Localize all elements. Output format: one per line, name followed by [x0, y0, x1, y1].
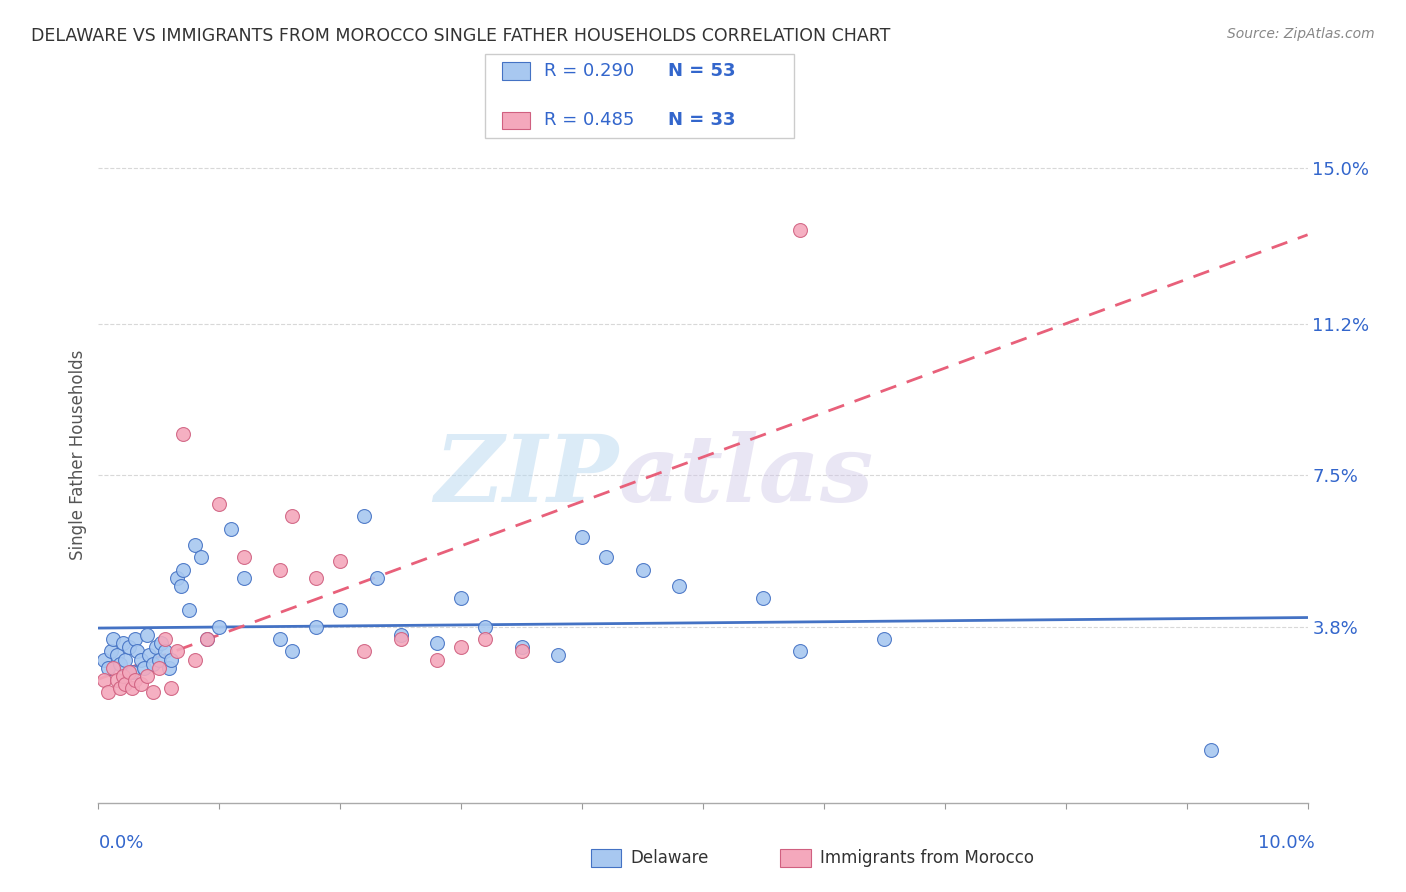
- Point: [873, 632, 896, 646]
- Point: [153, 644, 176, 658]
- Point: [114, 677, 136, 691]
- Point: [166, 571, 188, 585]
- Point: [101, 632, 124, 646]
- Text: 10.0%: 10.0%: [1258, 834, 1315, 852]
- Text: R = 0.485: R = 0.485: [544, 112, 634, 129]
- Point: [114, 652, 136, 666]
- Point: [124, 673, 146, 687]
- Point: [450, 640, 472, 655]
- Point: [426, 652, 449, 666]
- Point: [121, 665, 143, 679]
- Point: [179, 603, 201, 617]
- Point: [305, 620, 328, 634]
- Point: [124, 632, 146, 646]
- Point: [153, 632, 176, 646]
- Point: [510, 640, 533, 655]
- Point: [450, 591, 472, 606]
- Point: [389, 628, 412, 642]
- Point: [105, 648, 128, 663]
- Point: [752, 591, 775, 606]
- Point: [97, 685, 120, 699]
- Point: [127, 644, 149, 658]
- Point: [100, 644, 122, 658]
- Text: Source: ZipAtlas.com: Source: ZipAtlas.com: [1227, 27, 1375, 41]
- Point: [172, 427, 194, 442]
- Point: [510, 644, 533, 658]
- Point: [118, 640, 141, 655]
- Point: [134, 661, 156, 675]
- Point: [108, 657, 131, 671]
- Point: [111, 636, 134, 650]
- Point: [172, 562, 194, 576]
- Point: [118, 665, 141, 679]
- Point: [329, 554, 352, 568]
- Point: [353, 509, 375, 524]
- Text: 0.0%: 0.0%: [98, 834, 143, 852]
- Point: [474, 632, 496, 646]
- Point: [160, 652, 183, 666]
- Point: [221, 522, 243, 536]
- Point: [93, 673, 115, 687]
- Point: [269, 562, 291, 576]
- Point: [595, 550, 617, 565]
- Point: [474, 620, 496, 634]
- Point: [150, 636, 173, 650]
- Point: [129, 677, 152, 691]
- Point: [195, 632, 218, 646]
- Point: [142, 657, 165, 671]
- Point: [145, 640, 167, 655]
- Point: [97, 661, 120, 675]
- Point: [571, 530, 593, 544]
- Point: [184, 538, 207, 552]
- Point: [668, 579, 690, 593]
- Point: [190, 550, 212, 565]
- Point: [135, 628, 157, 642]
- Point: [232, 571, 254, 585]
- Point: [157, 661, 180, 675]
- Point: [269, 632, 291, 646]
- Point: [208, 497, 231, 511]
- Point: [111, 669, 134, 683]
- Text: DELAWARE VS IMMIGRANTS FROM MOROCCO SINGLE FATHER HOUSEHOLDS CORRELATION CHART: DELAWARE VS IMMIGRANTS FROM MOROCCO SING…: [31, 27, 890, 45]
- Point: [148, 661, 170, 675]
- Point: [353, 644, 375, 658]
- Point: [426, 636, 449, 650]
- Point: [208, 620, 231, 634]
- Point: [281, 509, 304, 524]
- Point: [101, 661, 124, 675]
- Point: [305, 571, 328, 585]
- Point: [789, 223, 811, 237]
- Point: [135, 669, 157, 683]
- Text: R = 0.290: R = 0.290: [544, 62, 634, 80]
- Point: [232, 550, 254, 565]
- Text: atlas: atlas: [619, 431, 873, 521]
- Point: [105, 673, 128, 687]
- Point: [121, 681, 143, 696]
- Point: [166, 644, 188, 658]
- Point: [631, 562, 654, 576]
- Point: [547, 648, 569, 663]
- Text: N = 53: N = 53: [668, 62, 735, 80]
- Point: [366, 571, 388, 585]
- Point: [184, 652, 207, 666]
- Point: [169, 579, 191, 593]
- Point: [329, 603, 352, 617]
- Point: [789, 644, 811, 658]
- Point: [148, 652, 170, 666]
- Point: [1199, 742, 1222, 756]
- Point: [138, 648, 160, 663]
- Point: [389, 632, 412, 646]
- Text: ZIP: ZIP: [434, 431, 619, 521]
- Point: [281, 644, 304, 658]
- Point: [93, 652, 115, 666]
- Point: [160, 681, 183, 696]
- Point: [195, 632, 218, 646]
- Text: Delaware: Delaware: [630, 849, 709, 867]
- Y-axis label: Single Father Households: Single Father Households: [69, 350, 87, 560]
- Point: [142, 685, 165, 699]
- Text: Immigrants from Morocco: Immigrants from Morocco: [820, 849, 1033, 867]
- Point: [129, 652, 152, 666]
- Text: N = 33: N = 33: [668, 112, 735, 129]
- Point: [108, 681, 131, 696]
